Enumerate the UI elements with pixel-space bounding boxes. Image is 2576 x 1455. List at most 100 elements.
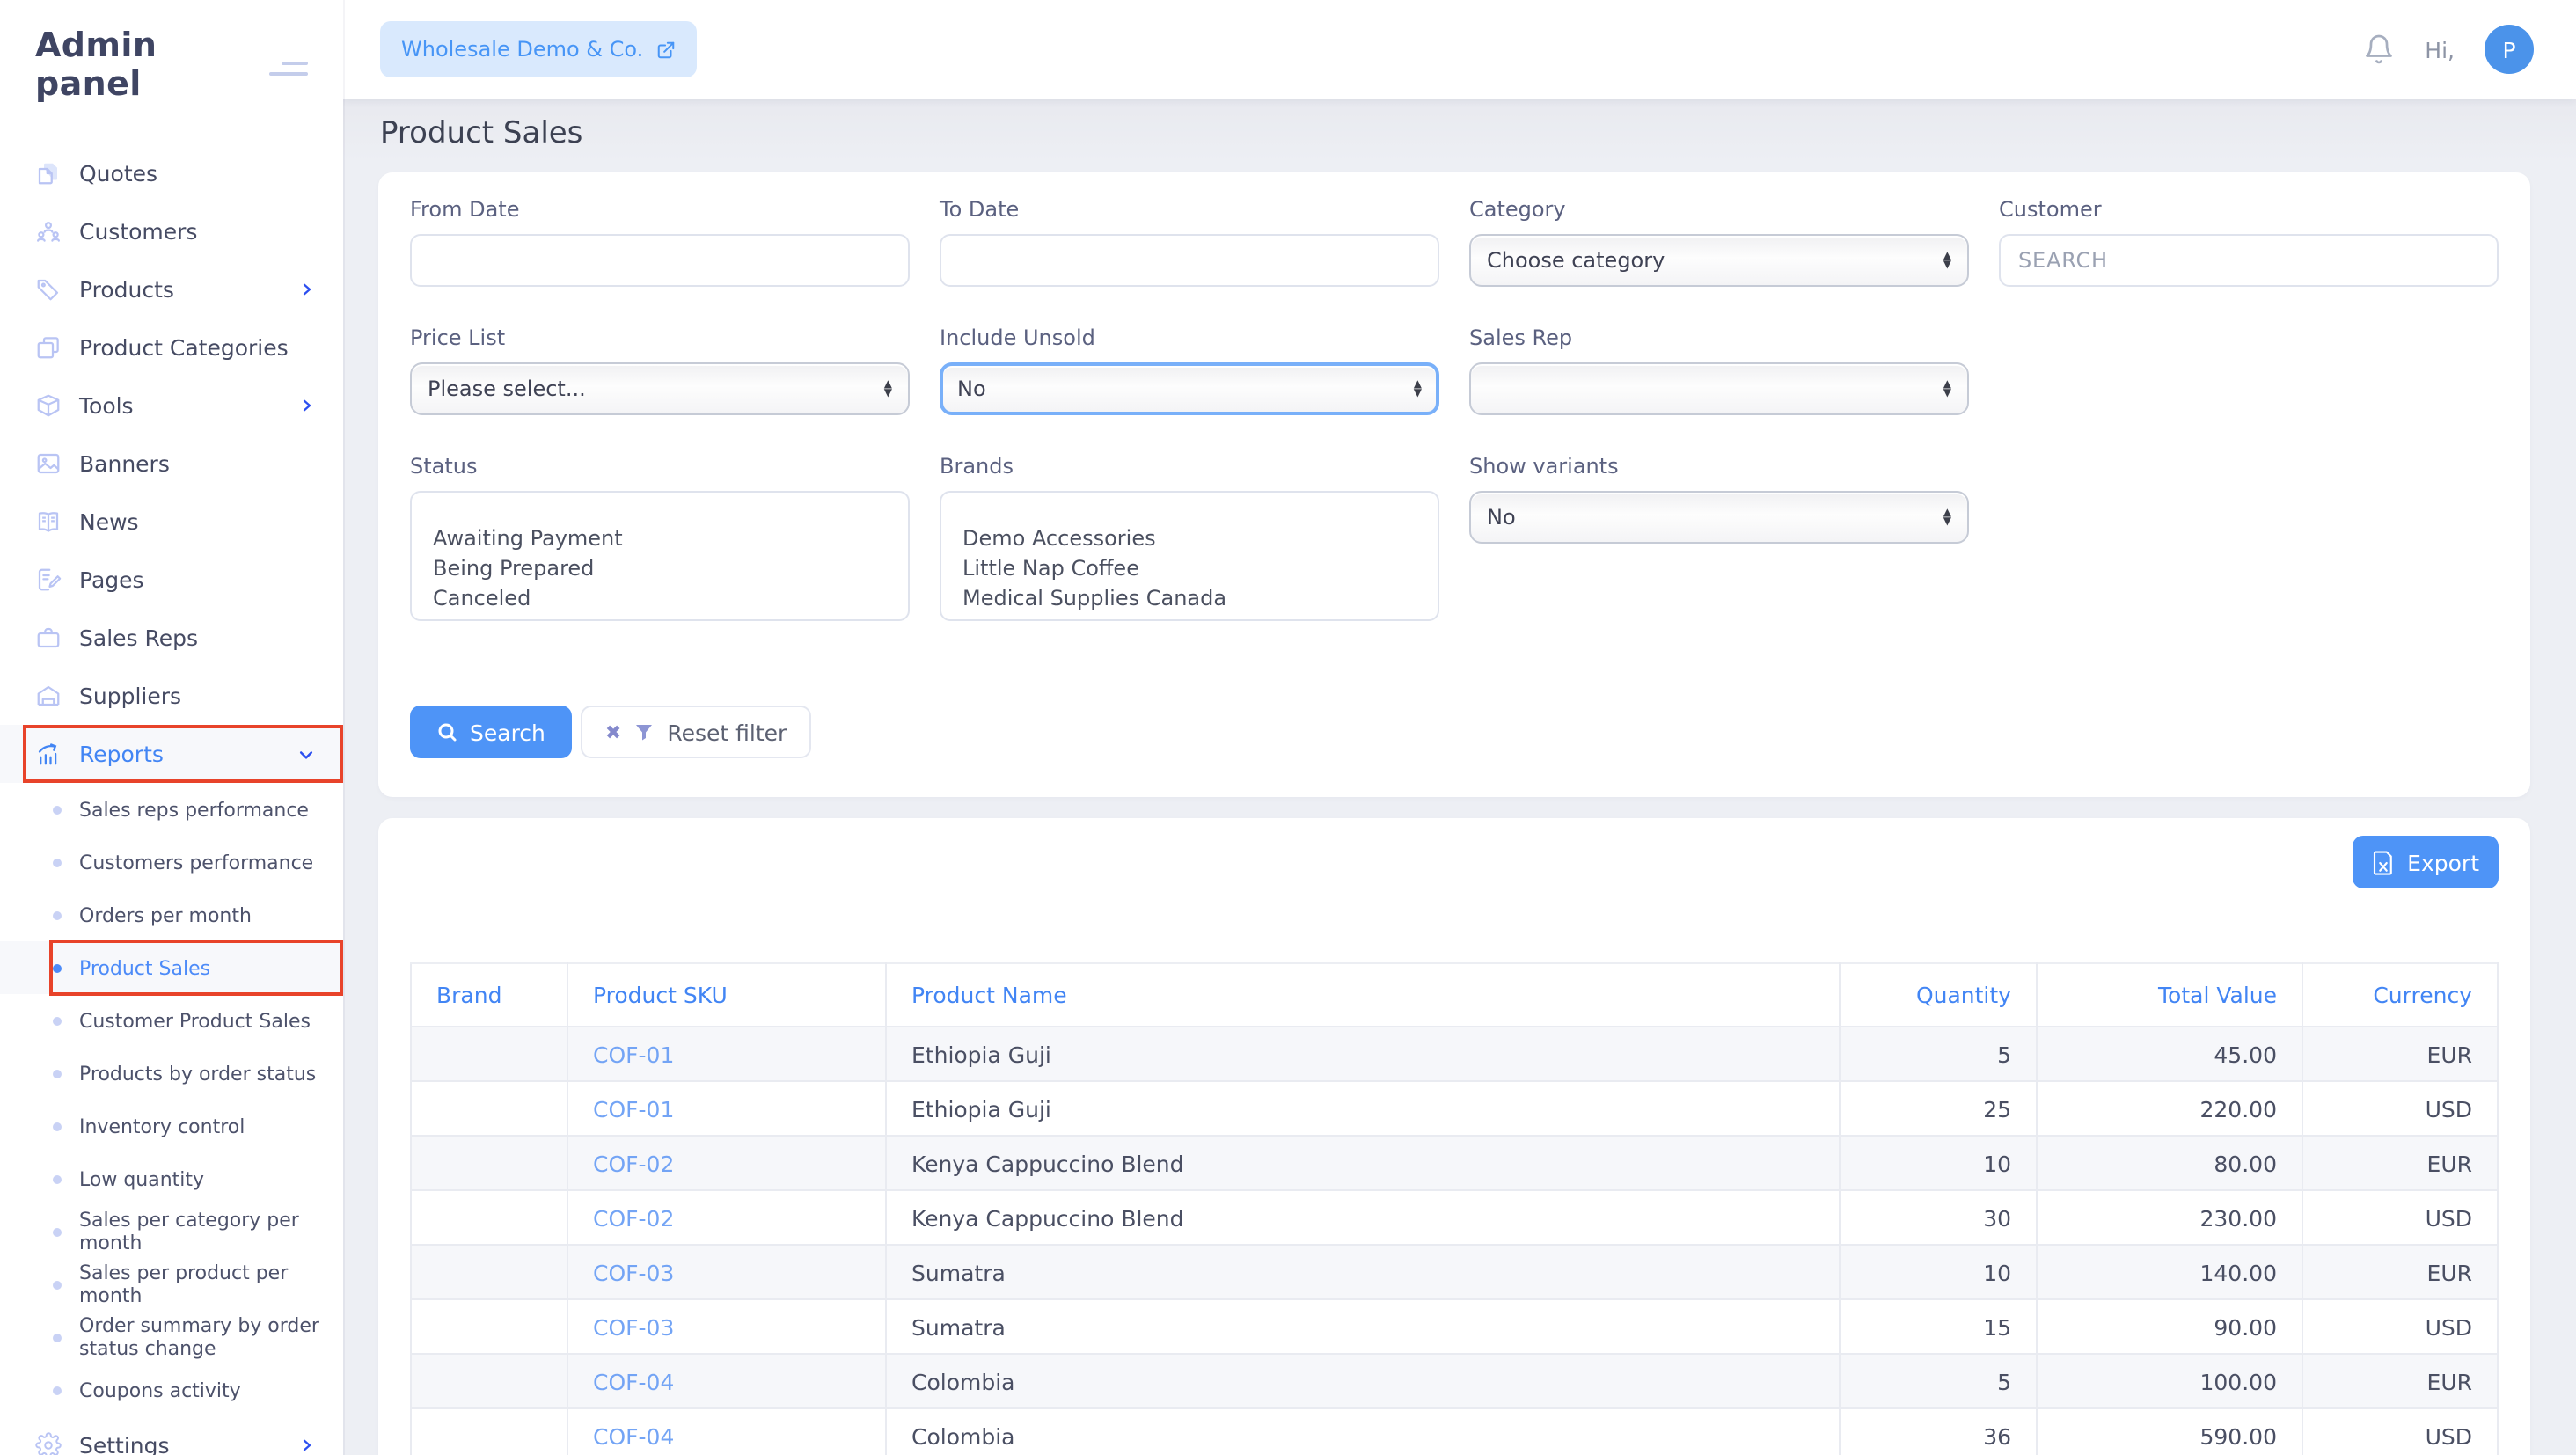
sidebar-item-settings[interactable]: Settings <box>0 1416 343 1455</box>
menu-toggle-icon[interactable] <box>269 48 308 82</box>
sidebar-item-products[interactable]: Products <box>0 260 343 318</box>
reports-submenu: Sales reps performance Customers perform… <box>0 783 343 1416</box>
product-sku-link[interactable]: COF-03 <box>567 1298 887 1355</box>
sidebar-item-label: Quotes <box>79 160 158 186</box>
status-option[interactable]: Awaiting Payment <box>433 526 623 551</box>
sidebar-item-tools[interactable]: Tools <box>0 377 343 435</box>
chevron-right-icon <box>303 399 311 412</box>
customer-label: Customer <box>1999 197 2102 222</box>
sidebar-item-banners[interactable]: Banners <box>0 435 343 493</box>
product-sku-link[interactable]: COF-01 <box>567 1026 887 1082</box>
news-book-icon <box>38 512 59 532</box>
search-button[interactable]: Search <box>410 706 572 758</box>
show-variants-select[interactable]: No ▲ ▼ <box>1469 491 1969 544</box>
product-sku-link[interactable]: COF-02 <box>567 1135 887 1191</box>
sidebar-subitem-orders-per-month[interactable]: Orders per month <box>0 888 343 941</box>
bullet-icon <box>53 1386 62 1394</box>
product-sku-link[interactable]: COF-04 <box>567 1407 887 1455</box>
brand-option[interactable]: Medical Supplies Canada <box>962 586 1227 611</box>
results-card: Export Brand Product SKU Product Name Qu… <box>378 818 2530 1455</box>
export-button[interactable]: Export <box>2353 836 2499 888</box>
sidebar-item-news[interactable]: News <box>0 493 343 551</box>
sidebar-item-label: Suppliers <box>79 683 182 709</box>
bullet-icon <box>53 1069 62 1078</box>
sidebar-item-customers[interactable]: Customers <box>0 202 343 260</box>
page-content: Product Sales From Date To Date Category <box>343 99 2576 1455</box>
status-option[interactable]: Canceled <box>433 586 531 611</box>
status-multiselect[interactable]: Awaiting Payment Being Prepared Canceled <box>410 491 910 621</box>
column-header-product-name[interactable]: Product Name <box>885 962 1841 1027</box>
select-arrows-icon: ▲ ▼ <box>883 378 892 399</box>
bullet-icon <box>53 963 62 972</box>
select-arrows-icon: ▲ ▼ <box>1943 250 1951 271</box>
funnel-icon <box>636 725 653 741</box>
brand-option[interactable]: Demo Accessories <box>962 526 1156 551</box>
sidebar-subitem-low-quantity[interactable]: Low quantity <box>0 1152 343 1205</box>
sidebar-subitem-customer-product-sales[interactable]: Customer Product Sales <box>0 994 343 1047</box>
sales-rep-label: Sales Rep <box>1469 325 1573 350</box>
product-sku-link[interactable]: COF-04 <box>567 1353 887 1409</box>
table-row: COF-04 Colombia 5 100.00 EUR <box>410 1353 2499 1409</box>
bell-icon[interactable] <box>2363 33 2395 65</box>
category-select[interactable]: Choose category ▲ ▼ <box>1469 234 1969 287</box>
avatar[interactable]: P <box>2485 25 2534 74</box>
column-header-currency[interactable]: Currency <box>2302 962 2499 1027</box>
sidebar-item-sales-reps[interactable]: Sales Reps <box>0 609 343 667</box>
column-header-brand[interactable]: Brand <box>410 962 568 1027</box>
products-tag-icon <box>37 279 59 301</box>
search-icon <box>438 723 457 742</box>
sidebar-item-pages[interactable]: Pages <box>0 551 343 609</box>
from-date-input[interactable] <box>410 234 910 287</box>
product-sku-link[interactable]: COF-03 <box>567 1244 887 1300</box>
brand-option[interactable]: Little Nap Coffee <box>962 556 1139 581</box>
include-unsold-select[interactable]: No ▲ ▼ <box>940 362 1439 415</box>
sidebar-item-suppliers[interactable]: Suppliers <box>0 667 343 725</box>
bullet-icon <box>53 805 62 814</box>
brands-multiselect[interactable]: Demo Accessories Little Nap Coffee Medic… <box>940 491 1439 621</box>
sidebar-subitem-products-by-order-status[interactable]: Products by order status <box>0 1047 343 1100</box>
category-label: Category <box>1469 197 1566 222</box>
price-list-select[interactable]: Please select... ▲ ▼ <box>410 362 910 415</box>
product-sku-link[interactable]: COF-02 <box>567 1189 887 1246</box>
table-row: COF-04 Colombia 36 590.00 USD <box>410 1407 2499 1455</box>
product-sales-table: Brand Product SKU Product Name Quantity … <box>410 962 2499 1455</box>
column-header-quantity[interactable]: Quantity <box>1839 962 2038 1027</box>
sidebar-subitem-sales-reps-performance[interactable]: Sales reps performance <box>0 783 343 836</box>
reset-filter-button[interactable]: ✖ Reset filter <box>580 706 812 758</box>
sidebar-subitem-inventory-control[interactable]: Inventory control <box>0 1100 343 1152</box>
sidebar-subitem-sales-per-category-per-month[interactable]: Sales per category per month <box>0 1205 343 1258</box>
greeting-text: Hi, <box>2425 36 2455 62</box>
customer-search-input[interactable] <box>1999 234 2499 287</box>
sidebar-subitem-order-summary-by-order-status-change[interactable]: Order summary by order status change <box>0 1311 343 1364</box>
bullet-icon <box>53 1227 62 1236</box>
sidebar-item-label: Settings <box>79 1432 170 1455</box>
sidebar-subitem-product-sales[interactable]: Product Sales <box>0 940 343 996</box>
bullet-icon <box>53 1174 62 1183</box>
table-row: COF-02 Kenya Cappuccino Blend 10 80.00 E… <box>410 1135 2499 1191</box>
sidebar-item-quotes[interactable]: Quotes <box>0 144 343 202</box>
sidebar-subitem-customers-performance[interactable]: Customers performance <box>0 836 343 888</box>
sidebar-item-product-categories[interactable]: Product Categories <box>0 318 343 377</box>
product-sku-link[interactable]: COF-01 <box>567 1080 887 1137</box>
table-row: COF-01 Ethiopia Guji 25 220.00 USD <box>410 1080 2499 1137</box>
sidebar-item-label: Products <box>79 276 174 303</box>
sidebar-nav: Quotes Customers Products Product Catego… <box>0 144 343 1455</box>
table-header-row: Brand Product SKU Product Name Quantity … <box>410 962 2499 1027</box>
chevron-right-icon <box>303 283 311 296</box>
sidebar-subitem-coupons-activity[interactable]: Coupons activity <box>0 1364 343 1416</box>
to-date-input[interactable] <box>940 234 1439 287</box>
sales-rep-select[interactable]: ▲ ▼ <box>1469 362 1969 415</box>
column-header-product-sku[interactable]: Product SKU <box>567 962 887 1027</box>
x-icon: ✖ <box>604 720 622 743</box>
sidebar-item-reports[interactable]: Reports <box>0 725 343 783</box>
sidebar-subitem-sales-per-product-per-month[interactable]: Sales per product per month <box>0 1258 343 1311</box>
workspace-button[interactable]: Wholesale Demo & Co. <box>380 21 697 77</box>
column-header-total-value[interactable]: Total Value <box>2036 962 2303 1027</box>
bullet-icon <box>53 1280 62 1289</box>
sidebar-item-label: News <box>79 508 139 535</box>
status-option[interactable]: Being Prepared <box>433 556 595 581</box>
customers-icon <box>37 222 60 242</box>
sidebar-item-label: Customers <box>79 218 198 245</box>
to-date-label: To Date <box>940 197 1020 222</box>
